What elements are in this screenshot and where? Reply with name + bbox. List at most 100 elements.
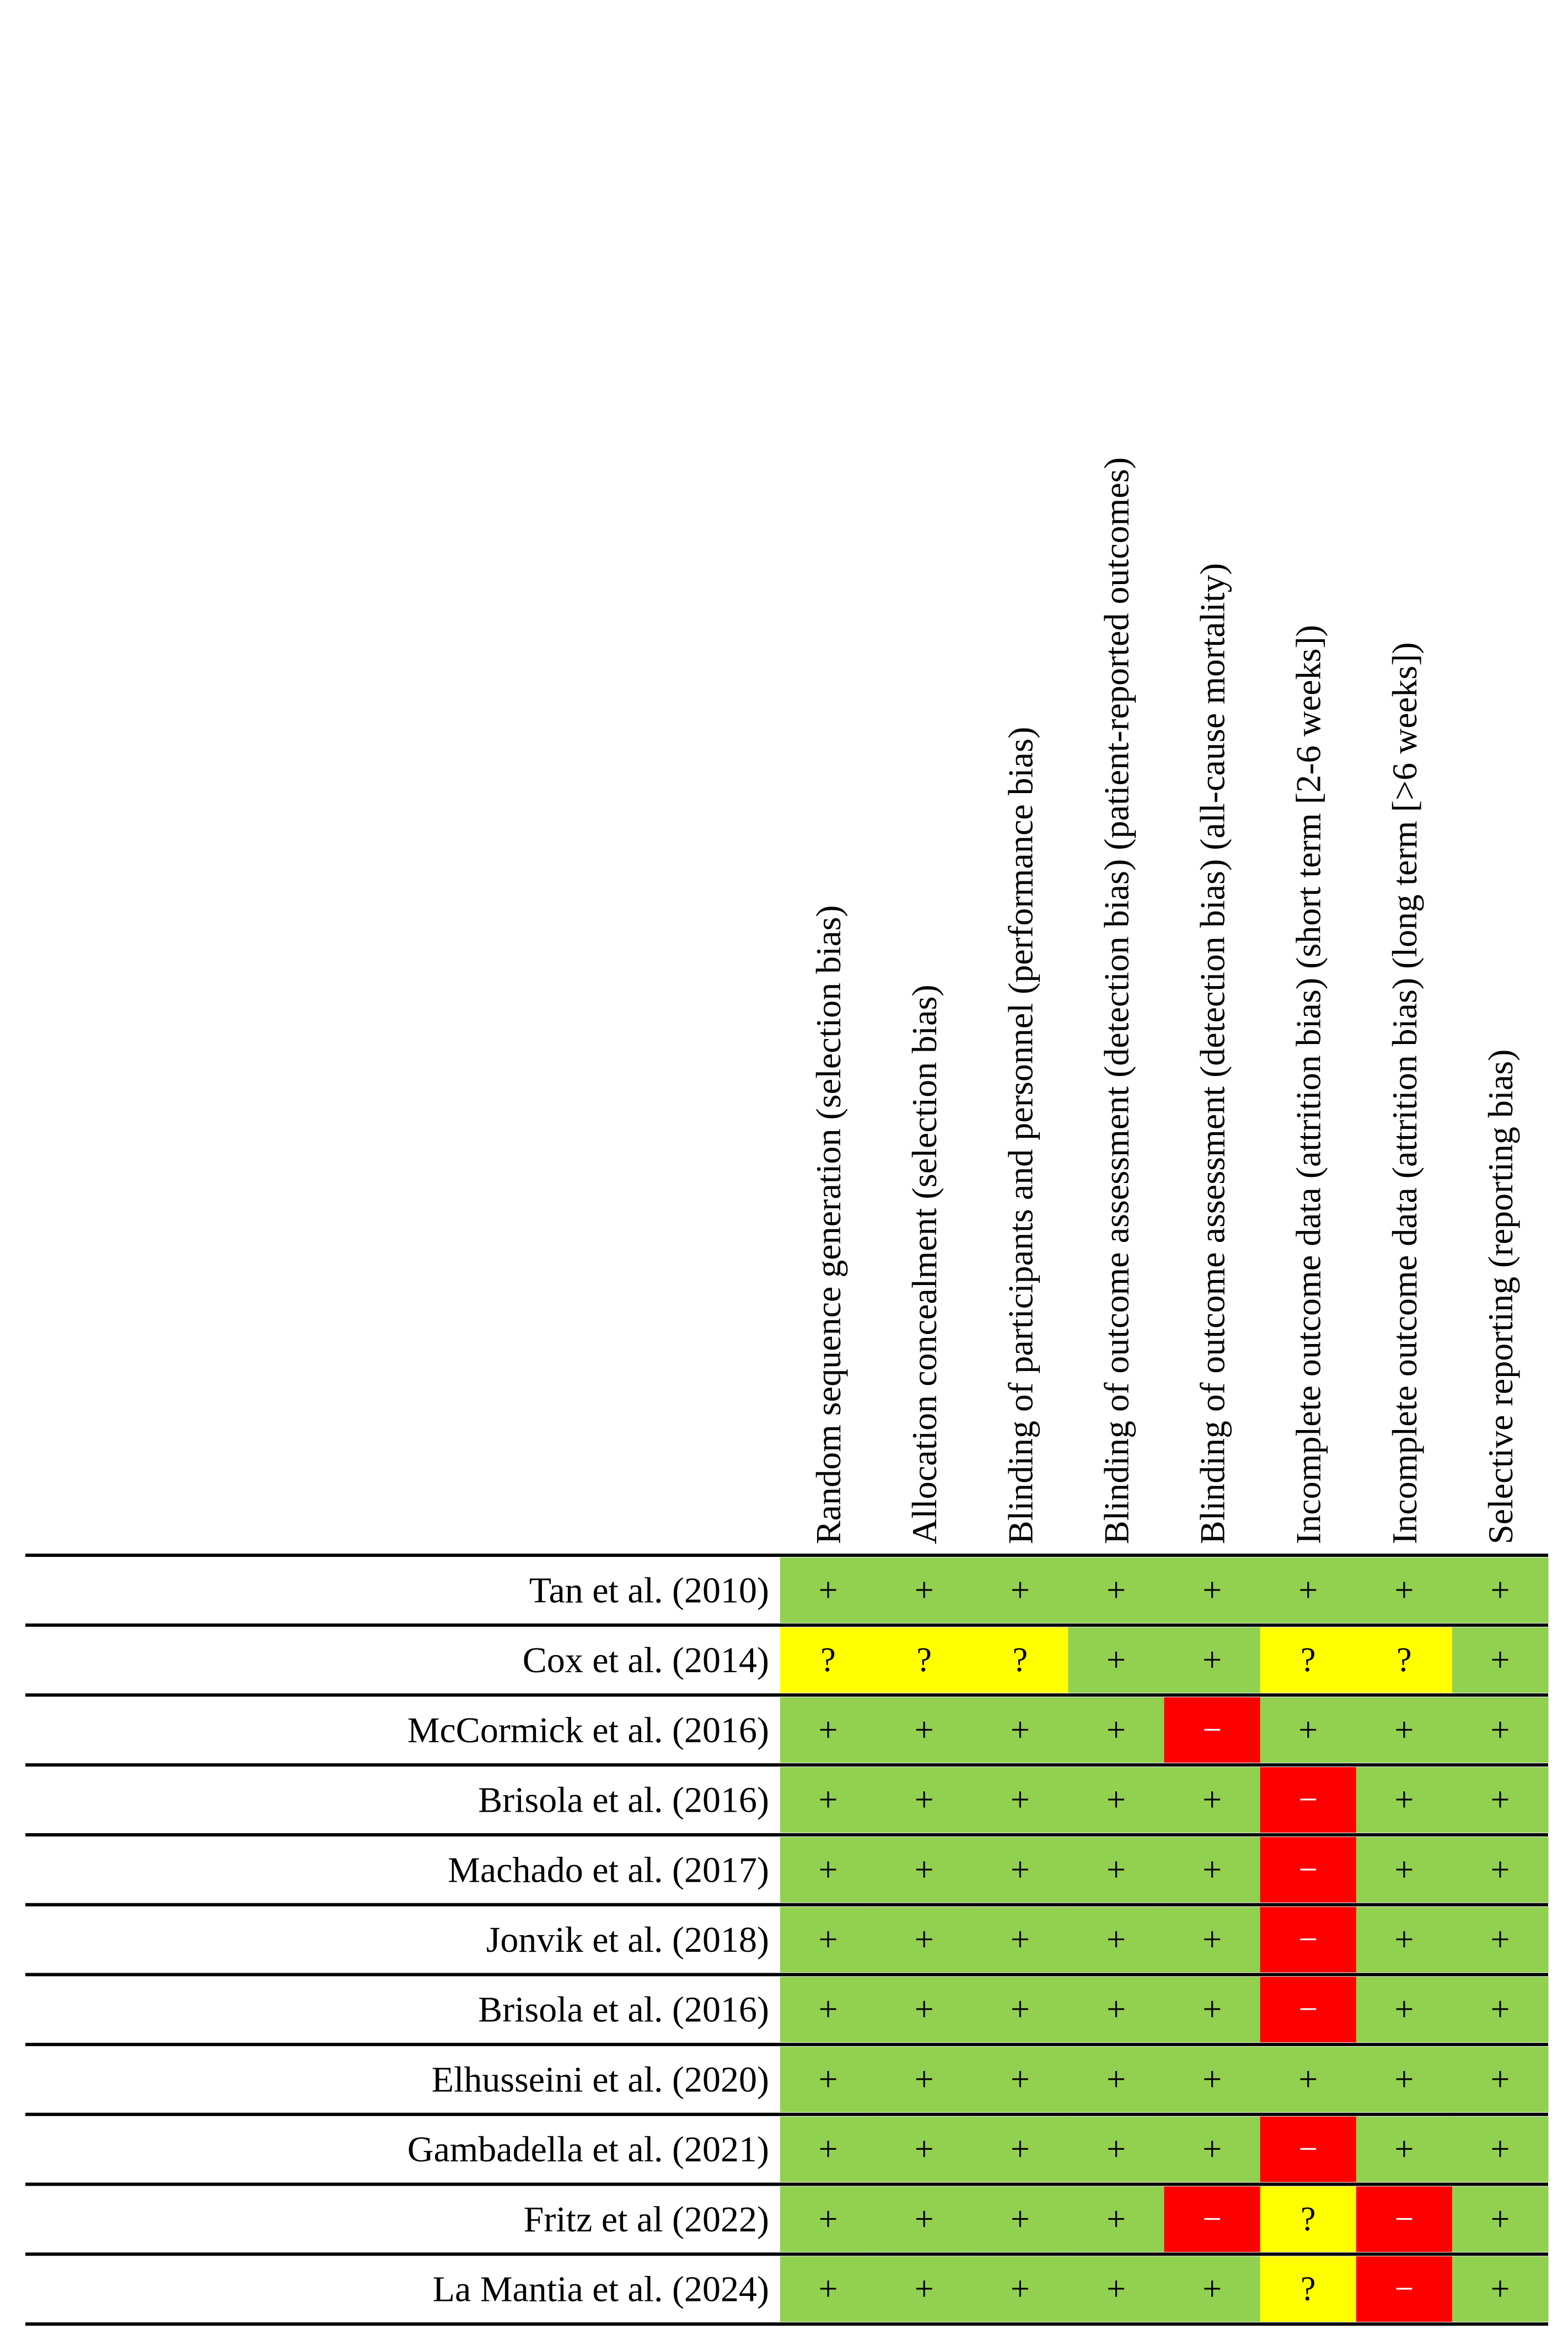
rating-cell: [1452, 1697, 1549, 1763]
rating-symbol: +: [1107, 1711, 1126, 1749]
row-separator: [25, 1623, 1548, 1627]
rating-symbol: +: [819, 1921, 838, 1958]
rating-cell: [972, 2256, 1068, 2322]
rating-symbol: +: [1011, 2130, 1030, 2168]
rating-cell: [1356, 1837, 1453, 1903]
rating-symbol: +: [1011, 2201, 1030, 2238]
rating-cell: [1452, 2116, 1549, 2182]
rating-cell: [1068, 1697, 1165, 1763]
rating-cell: [1068, 2256, 1165, 2322]
rating-symbol: +: [1490, 1711, 1510, 1749]
rating-cell: [972, 1557, 1068, 1623]
rating-symbol: +: [915, 1851, 934, 1888]
rating-cell: [876, 1907, 973, 1973]
rating-cell: [1260, 1557, 1357, 1623]
rating-cell: [876, 1837, 973, 1903]
rating-symbol: +: [1202, 2060, 1222, 2098]
rating-symbol: +: [915, 2271, 934, 2308]
rating-cell: [1068, 1767, 1165, 1833]
rating-cell: [1068, 1557, 1165, 1623]
rating-symbol: +: [1107, 2060, 1126, 2098]
rating-cell: [876, 2186, 973, 2252]
rating-cell: [1260, 2047, 1357, 2112]
rating-symbol: +: [915, 2060, 934, 2098]
rating-cell: [780, 1977, 877, 2043]
rating-cell: [876, 1627, 973, 1693]
rating-cell: [1068, 1907, 1165, 1973]
rating-cell: [1164, 2256, 1261, 2322]
row-separator: [25, 1554, 1548, 1557]
rating-symbol: +: [1394, 1571, 1414, 1609]
column-header-2: Allocation concealment (selection bias): [905, 984, 944, 1544]
rating-cell: [1164, 1767, 1261, 1833]
rating-cell: [1260, 1697, 1357, 1763]
study-label: Tan et al. (2010): [529, 1570, 769, 1610]
rating-cell: [1164, 1907, 1261, 1973]
rating-symbol: +: [1394, 1991, 1414, 2028]
rating-symbol: +: [819, 2130, 838, 2168]
rating-cell: [972, 1837, 1068, 1903]
rating-cell: [1260, 1977, 1357, 2043]
rating-symbol: +: [1394, 1851, 1414, 1888]
rating-cell: [1452, 1627, 1549, 1693]
rating-cell: [1260, 1627, 1357, 1693]
rating-cell: [780, 1907, 877, 1973]
rating-cell: [876, 2256, 973, 2322]
rating-cell: [1356, 1977, 1453, 2043]
rating-cell: [1164, 1977, 1261, 2043]
rating-symbol: +: [1394, 2060, 1414, 2098]
rating-cell: [1260, 1767, 1357, 1833]
rating-symbol: +: [1394, 1711, 1414, 1749]
study-label: Machado et al. (2017): [448, 1850, 769, 1890]
rating-symbol: +: [915, 1781, 934, 1819]
rating-cell: [876, 1697, 973, 1763]
rating-symbol: +: [1298, 1571, 1318, 1609]
rating-cell: [780, 1767, 877, 1833]
row-separator: [25, 2043, 1548, 2047]
rating-cell: [1260, 2186, 1357, 2252]
rating-cell: [780, 1627, 877, 1693]
rating-cell: [1164, 1627, 1261, 1693]
rating-cell: [1452, 1977, 1549, 2043]
column-header-3: Blinding of participants and personnel (…: [1001, 727, 1040, 1544]
study-label: Jonvik et al. (2018): [486, 1920, 769, 1960]
rating-cell: [972, 2047, 1068, 2112]
rating-cell: [1356, 1627, 1453, 1693]
rating-symbol: +: [1011, 2060, 1030, 2098]
rating-symbol: +: [1011, 1781, 1030, 1819]
rating-cell: [1356, 1767, 1453, 1833]
study-label: Fritz et al (2022): [524, 2199, 769, 2240]
rating-symbol: +: [915, 2201, 934, 2238]
rating-symbol: +: [1107, 2130, 1126, 2168]
row-separator: [25, 1973, 1548, 1977]
rating-symbol: +: [819, 1851, 838, 1888]
row-separator: [25, 2252, 1548, 2256]
rating-symbol: +: [819, 1991, 838, 2028]
rating-symbol: ?: [1397, 1641, 1412, 1679]
rating-cell: [876, 1977, 973, 2043]
rating-cell: [1164, 1697, 1261, 1763]
rating-symbol: +: [1011, 1851, 1030, 1888]
rating-cell: [972, 2116, 1068, 2182]
rating-symbol: +: [1490, 2201, 1510, 2238]
rating-cell: [1356, 1557, 1453, 1623]
rating-cell: [1452, 2186, 1549, 2252]
rating-symbol: +: [1490, 1781, 1510, 1819]
row-separator: [25, 2112, 1548, 2116]
rating-symbol: +: [915, 1711, 934, 1749]
rating-symbol: +: [1202, 1571, 1222, 1609]
rating-cell: [1356, 2256, 1453, 2322]
rating-symbol: +: [1107, 1991, 1126, 2028]
rating-symbol: +: [1202, 1851, 1222, 1888]
rating-cell: [1356, 2186, 1453, 2252]
column-header-7: Incomplete outcome data (attrition bias)…: [1385, 642, 1424, 1544]
rating-symbol: +: [915, 1921, 934, 1958]
rating-symbol: +: [1298, 1711, 1318, 1749]
rating-cell: [1068, 1627, 1165, 1693]
rating-cell: [972, 2186, 1068, 2252]
rating-symbol: +: [915, 1571, 934, 1609]
rating-cell: [1452, 2256, 1549, 2322]
rating-symbol: +: [1490, 1571, 1510, 1609]
rating-cell: [1260, 1837, 1357, 1903]
